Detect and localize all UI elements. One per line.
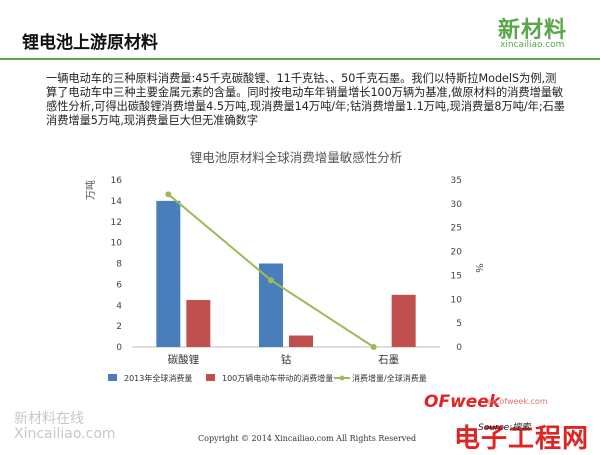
logo-url: xincailiao.com [500, 40, 565, 50]
y-left-tick-label: 14 [111, 197, 123, 207]
ratio-point [165, 191, 172, 198]
y-right-tick-label: 35 [451, 176, 462, 186]
y-right-tick-label: 15 [451, 271, 462, 281]
legend-label: 消费增量/全球消费量 [352, 373, 427, 383]
brand-logo: 新材料 xincailiao.com [498, 10, 590, 54]
logo-text: 新材料 [498, 18, 568, 43]
bar-ev-increment [289, 335, 313, 347]
legend-swatch-marker [339, 375, 345, 381]
y-left-tick-label: 2 [116, 322, 122, 332]
bar-ev-increment [186, 300, 211, 347]
description-paragraph: 一辆电动车的三种原料消费量:45千克碳酸锂、11千克钴、、50千克石墨。我们以特… [46, 72, 565, 127]
ee-site-watermark: 电子工程网 [454, 424, 590, 454]
ratio-point [370, 344, 377, 350]
ratio-point [268, 277, 274, 284]
y-right-tick-label: 0 [456, 343, 462, 353]
category-label: 石墨 [378, 354, 399, 366]
watermark-cn: 新材料在线 [14, 411, 84, 427]
y-right-tick-label: 25 [451, 224, 462, 234]
legend-swatch [206, 374, 215, 381]
page-title: 锂电池上游原材料 [22, 33, 158, 53]
y-left-tick-label: 12 [111, 218, 122, 228]
y-left-tick-label: 10 [111, 239, 123, 249]
y-axis-left-label: 万吨 [84, 180, 97, 200]
title-divider [0, 58, 600, 60]
legend-swatch [108, 374, 117, 381]
watermark-en: Xincailiao.com [14, 426, 116, 442]
bar-global-consumption [156, 200, 181, 347]
chart-title: 锂电池原材料全球消费增量敏感性分析 [190, 150, 403, 165]
y-left-tick-label: 8 [116, 260, 122, 270]
y-left-tick-label: 6 [116, 280, 122, 290]
y-left-tick-label: 4 [116, 301, 122, 311]
legend-label: 2013年全球消费量 [124, 373, 192, 383]
category-label: 钴 [281, 354, 292, 366]
y-right-tick-label: 20 [451, 248, 463, 258]
ofweek-logo: OFweek [424, 392, 501, 412]
y-left-tick-label: 0 [116, 343, 122, 353]
bar-ev-increment [391, 294, 416, 347]
copyright-notice: Copyright © 2014 Xincailiao.com All Righ… [198, 434, 417, 443]
y-right-tick-label: 10 [451, 295, 463, 305]
y-right-tick-label: 5 [456, 319, 462, 329]
y-left-tick-label: 16 [111, 176, 123, 186]
ofweek-url: ee.ofweek.com [487, 397, 548, 406]
y-right-tick-label: 30 [451, 200, 463, 210]
legend-label: 100万辆电动车带动的消费增量 [222, 373, 333, 383]
source-note: Source:搜索 [478, 423, 531, 433]
bar-global-consumption [259, 263, 283, 347]
y-axis-right-label: % [473, 263, 484, 273]
category-label: 碳酸锂 [168, 353, 200, 366]
